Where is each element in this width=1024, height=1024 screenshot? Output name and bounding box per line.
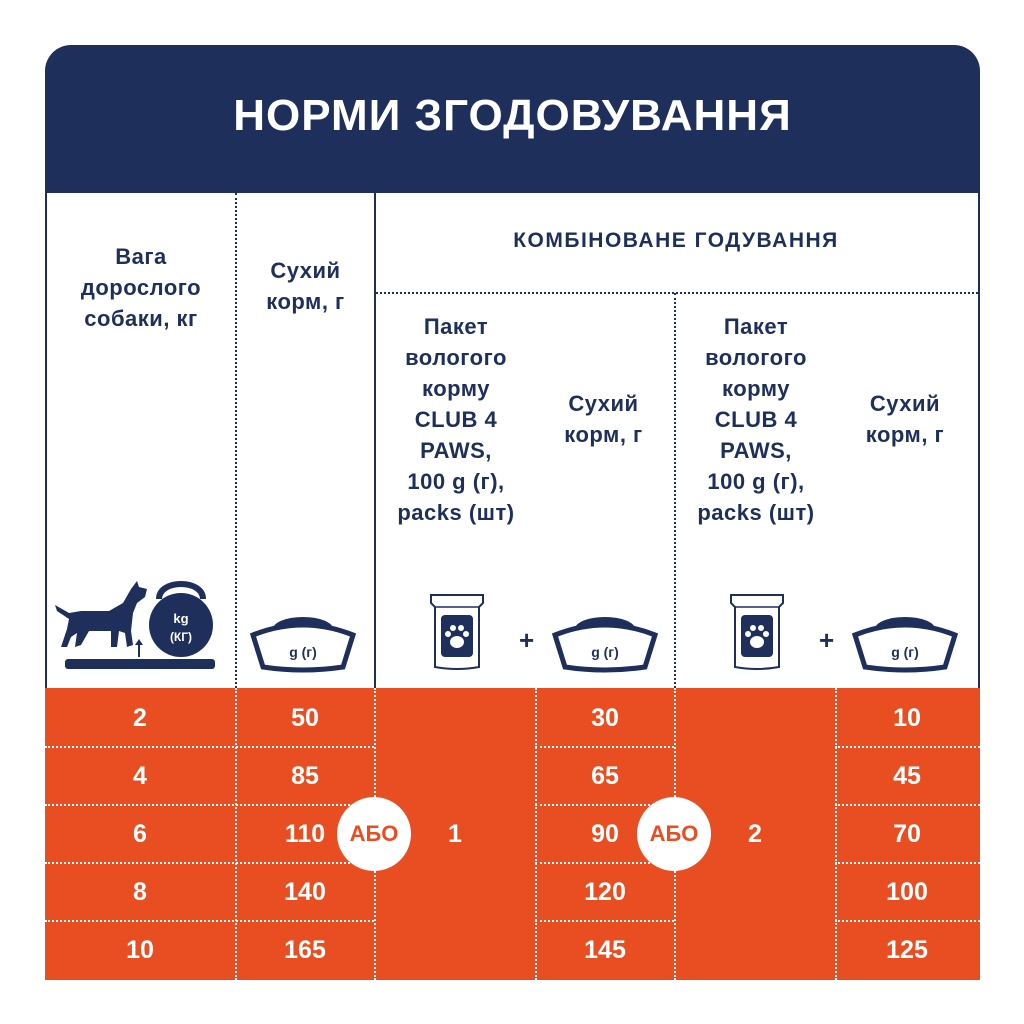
- divider: [235, 193, 237, 688]
- divider: [674, 293, 676, 688]
- bowl-icon: g (г): [551, 617, 659, 673]
- dry-cell: 140: [284, 878, 326, 906]
- wet-pack-count-2: 2: [748, 820, 762, 848]
- combo2-dry-cell: 70: [893, 820, 921, 848]
- dog-weight-icon: kg (КГ): [55, 581, 215, 669]
- dry-cell: 50: [291, 704, 319, 732]
- dry-cell: 165: [284, 936, 326, 964]
- kettlebell-kg-label-uk: (КГ): [170, 630, 192, 644]
- feeding-table-card: НОРМИ ЗГОДОВУВАННЯ Вага дорослого собаки…: [45, 45, 980, 980]
- row-divider: [835, 920, 980, 922]
- combo1-dry-cell: 145: [584, 936, 626, 964]
- combo2-dry-cell: 100: [886, 878, 928, 906]
- row-divider: [535, 746, 674, 748]
- bowl-icon: g (г): [249, 617, 357, 673]
- wet-pack-header-2: Пакет вологого корму CLUB 4 PAWS, 100 g …: [697, 314, 815, 525]
- bowl-label: g (г): [591, 644, 619, 660]
- weight-cell: 2: [133, 704, 147, 732]
- dry-food-column-header: Сухий корм, г: [266, 258, 345, 314]
- wet-pack-count-1: 1: [448, 820, 462, 848]
- row-divider: [535, 804, 674, 806]
- or-separator-badge: АБО: [337, 797, 411, 871]
- row-divider: [835, 862, 980, 864]
- combo2-dry-cell: 45: [893, 762, 921, 790]
- row-divider: [835, 804, 980, 806]
- dry-cell: 110: [284, 820, 326, 848]
- combo1-dry-cell: 90: [591, 820, 619, 848]
- combo1-dry-cell: 120: [584, 878, 626, 906]
- combo-dry-header-2: Сухий корм, г: [865, 391, 945, 447]
- row-divider: [535, 862, 674, 864]
- wet-pack-header-1: Пакет вологого корму CLUB 4 PAWS, 100 g …: [397, 314, 515, 525]
- weight-cell: 8: [133, 878, 147, 906]
- wet-food-pouch-icon: [730, 594, 784, 670]
- divider: [376, 292, 978, 294]
- row-divider: [45, 804, 374, 806]
- weight-cell: 4: [133, 762, 147, 790]
- weight-cell: 10: [126, 936, 154, 964]
- data-table: 2 50 30 10 4 85 65 45 6 110 90 70 8 140 …: [45, 688, 980, 980]
- row-divider: [45, 862, 374, 864]
- table-header-area: [45, 193, 980, 688]
- bowl-label: g (г): [891, 644, 919, 660]
- wet-food-pouch-icon: [430, 594, 484, 670]
- row-divider: [535, 920, 674, 922]
- combo1-dry-cell: 30: [591, 704, 619, 732]
- combo1-dry-cell: 65: [591, 762, 619, 790]
- weight-cell: 6: [133, 820, 147, 848]
- plus-sign: +: [519, 625, 535, 655]
- page-title: НОРМИ ЗГОДОВУВАННЯ: [233, 91, 792, 140]
- divider: [535, 688, 537, 980]
- combo-dry-header-1: Сухий корм, г: [564, 391, 643, 447]
- bowl-icon: g (г): [851, 617, 959, 673]
- plus-sign: +: [819, 625, 835, 655]
- divider: [835, 688, 837, 980]
- combined-feeding-header: КОМБІНОВАНЕ ГОДУВАННЯ: [513, 229, 839, 252]
- kettlebell-kg-label: kg: [173, 611, 188, 626]
- bowl-label: g (г): [289, 644, 317, 660]
- row-divider: [835, 746, 980, 748]
- or-separator-badge: АБО: [637, 797, 711, 871]
- combo2-dry-cell: 10: [893, 704, 921, 732]
- divider: [235, 688, 237, 980]
- dry-cell: 85: [291, 762, 319, 790]
- title-banner: НОРМИ ЗГОДОВУВАННЯ: [45, 45, 980, 193]
- combo2-dry-cell: 125: [886, 936, 928, 964]
- weight-column-header: Вага дорослого собаки, кг: [80, 244, 202, 331]
- row-divider: [45, 746, 374, 748]
- row-divider: [45, 920, 374, 922]
- divider: [374, 193, 376, 688]
